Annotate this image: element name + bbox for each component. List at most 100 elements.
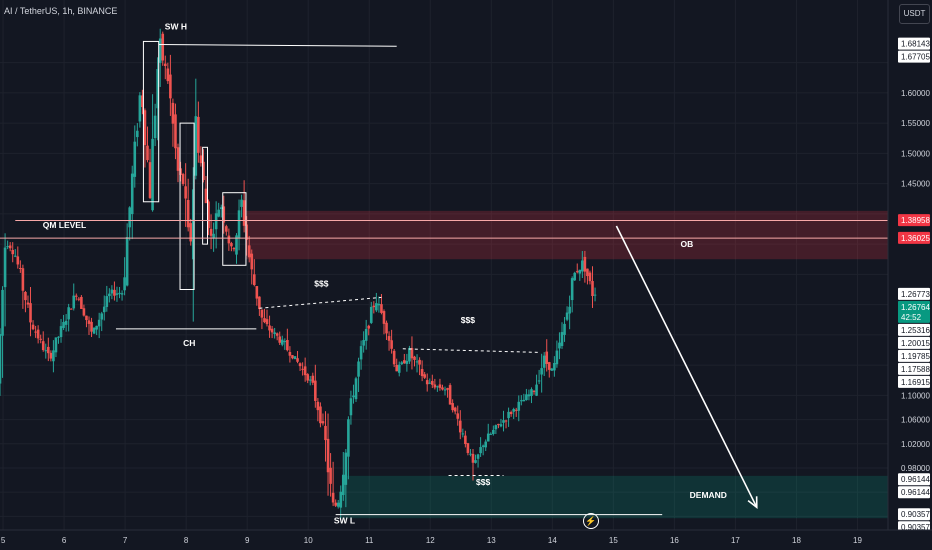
- candle-body: [158, 38, 162, 63]
- price-label: 1.26773: [901, 290, 930, 299]
- candle-body: [171, 102, 175, 124]
- candle-body: [153, 115, 157, 139]
- x-tick-label: 5: [1, 536, 6, 545]
- candle-body: [13, 255, 17, 257]
- candle-body: [377, 303, 381, 306]
- candle-body: [471, 453, 475, 463]
- x-tick-label: 14: [548, 536, 557, 545]
- candle-body: [324, 425, 327, 441]
- candles: [0, 28, 597, 519]
- candle-body: [263, 318, 266, 323]
- candle-body: [542, 355, 546, 368]
- candle-body: [237, 210, 241, 239]
- liquidity-label-1: $$$: [314, 278, 328, 288]
- candle-body: [497, 423, 500, 425]
- price-label: 1.19785: [901, 352, 930, 361]
- candle-body: [156, 69, 159, 109]
- candle-body: [344, 452, 348, 485]
- candle-body: [0, 334, 2, 384]
- candle-body: [113, 289, 116, 296]
- candle-body: [420, 369, 424, 377]
- candle-body: [258, 296, 261, 310]
- candle-body: [176, 147, 180, 171]
- candle-body: [461, 433, 465, 435]
- candle-body: [458, 420, 462, 433]
- candle-body: [191, 189, 195, 260]
- currency-selector[interactable]: USDT: [899, 4, 930, 24]
- y-tick-label: 0.98000: [901, 464, 930, 473]
- candle-body: [80, 296, 83, 309]
- candle-body: [451, 403, 454, 411]
- candle-body: [67, 307, 70, 320]
- candle-body: [108, 293, 111, 297]
- candle-body: [372, 305, 376, 308]
- x-tick-label: 17: [731, 536, 740, 545]
- candle-body: [341, 474, 345, 496]
- candle-body: [479, 447, 482, 454]
- candle-body: [296, 358, 299, 362]
- candle-body: [448, 385, 452, 405]
- y-tick-label: 1.60000: [901, 89, 930, 98]
- ob-label: OB: [680, 239, 693, 249]
- candle-body: [349, 398, 353, 416]
- demand-label: DEMAND: [690, 490, 727, 500]
- candle-body: [428, 382, 432, 384]
- candle-body: [133, 141, 137, 177]
- candle-body: [586, 268, 589, 277]
- candle-body: [359, 346, 363, 360]
- y-tick-label: 1.02000: [901, 440, 930, 449]
- candle-body: [509, 412, 513, 415]
- candle-body: [441, 387, 444, 390]
- tradingview-logo-icon[interactable]: ⚡: [583, 513, 599, 529]
- sw-h-line: [158, 43, 397, 47]
- y-tick-label: 1.55000: [901, 119, 930, 128]
- candle-body: [143, 110, 147, 146]
- candle-body: [433, 384, 437, 388]
- candle-body: [532, 390, 536, 392]
- candle-body: [558, 342, 561, 349]
- price-label-box: [898, 486, 930, 499]
- candle-body: [466, 443, 470, 453]
- y-tick-label: 1.50000: [901, 149, 930, 158]
- candle-body: [141, 95, 144, 108]
- candle-body: [219, 207, 223, 209]
- candle-body: [489, 433, 493, 435]
- price-label: 1.68143: [901, 40, 930, 49]
- candle-body: [245, 224, 248, 240]
- candle-body: [306, 374, 309, 381]
- candle-body: [547, 362, 551, 370]
- candle-body: [301, 368, 304, 370]
- candle-body: [288, 352, 292, 356]
- price-label-box: [898, 375, 930, 388]
- candle-body: [390, 340, 393, 349]
- candle-body: [431, 380, 434, 385]
- candle-body: [44, 350, 48, 352]
- sw-h-label: SW H: [165, 21, 187, 31]
- candle-body: [382, 311, 386, 324]
- candle-body: [242, 200, 246, 226]
- candle-body: [105, 296, 109, 307]
- candle-body: [415, 361, 419, 363]
- x-tick-label: 9: [245, 536, 250, 545]
- candle-body: [59, 326, 63, 338]
- candle-body: [41, 341, 45, 351]
- time-scale-bg: [0, 530, 932, 550]
- candle-body: [11, 249, 15, 255]
- x-tick-label: 7: [123, 536, 128, 545]
- candle-body: [252, 274, 256, 286]
- candle-body: [74, 295, 78, 297]
- price-label-box: [898, 214, 930, 227]
- ch-label: CH: [183, 338, 195, 348]
- candle-body: [34, 331, 37, 333]
- candle-body: [120, 293, 124, 295]
- candle-body: [522, 399, 526, 402]
- candle-body: [69, 308, 73, 310]
- candle-body: [29, 303, 32, 323]
- x-tick-label: 16: [670, 536, 679, 545]
- candle-body: [321, 421, 325, 424]
- projection-arrow: [615, 225, 758, 508]
- y-tick-label: 1.45000: [901, 180, 930, 189]
- candle-body: [39, 338, 42, 340]
- candle-body: [316, 401, 320, 411]
